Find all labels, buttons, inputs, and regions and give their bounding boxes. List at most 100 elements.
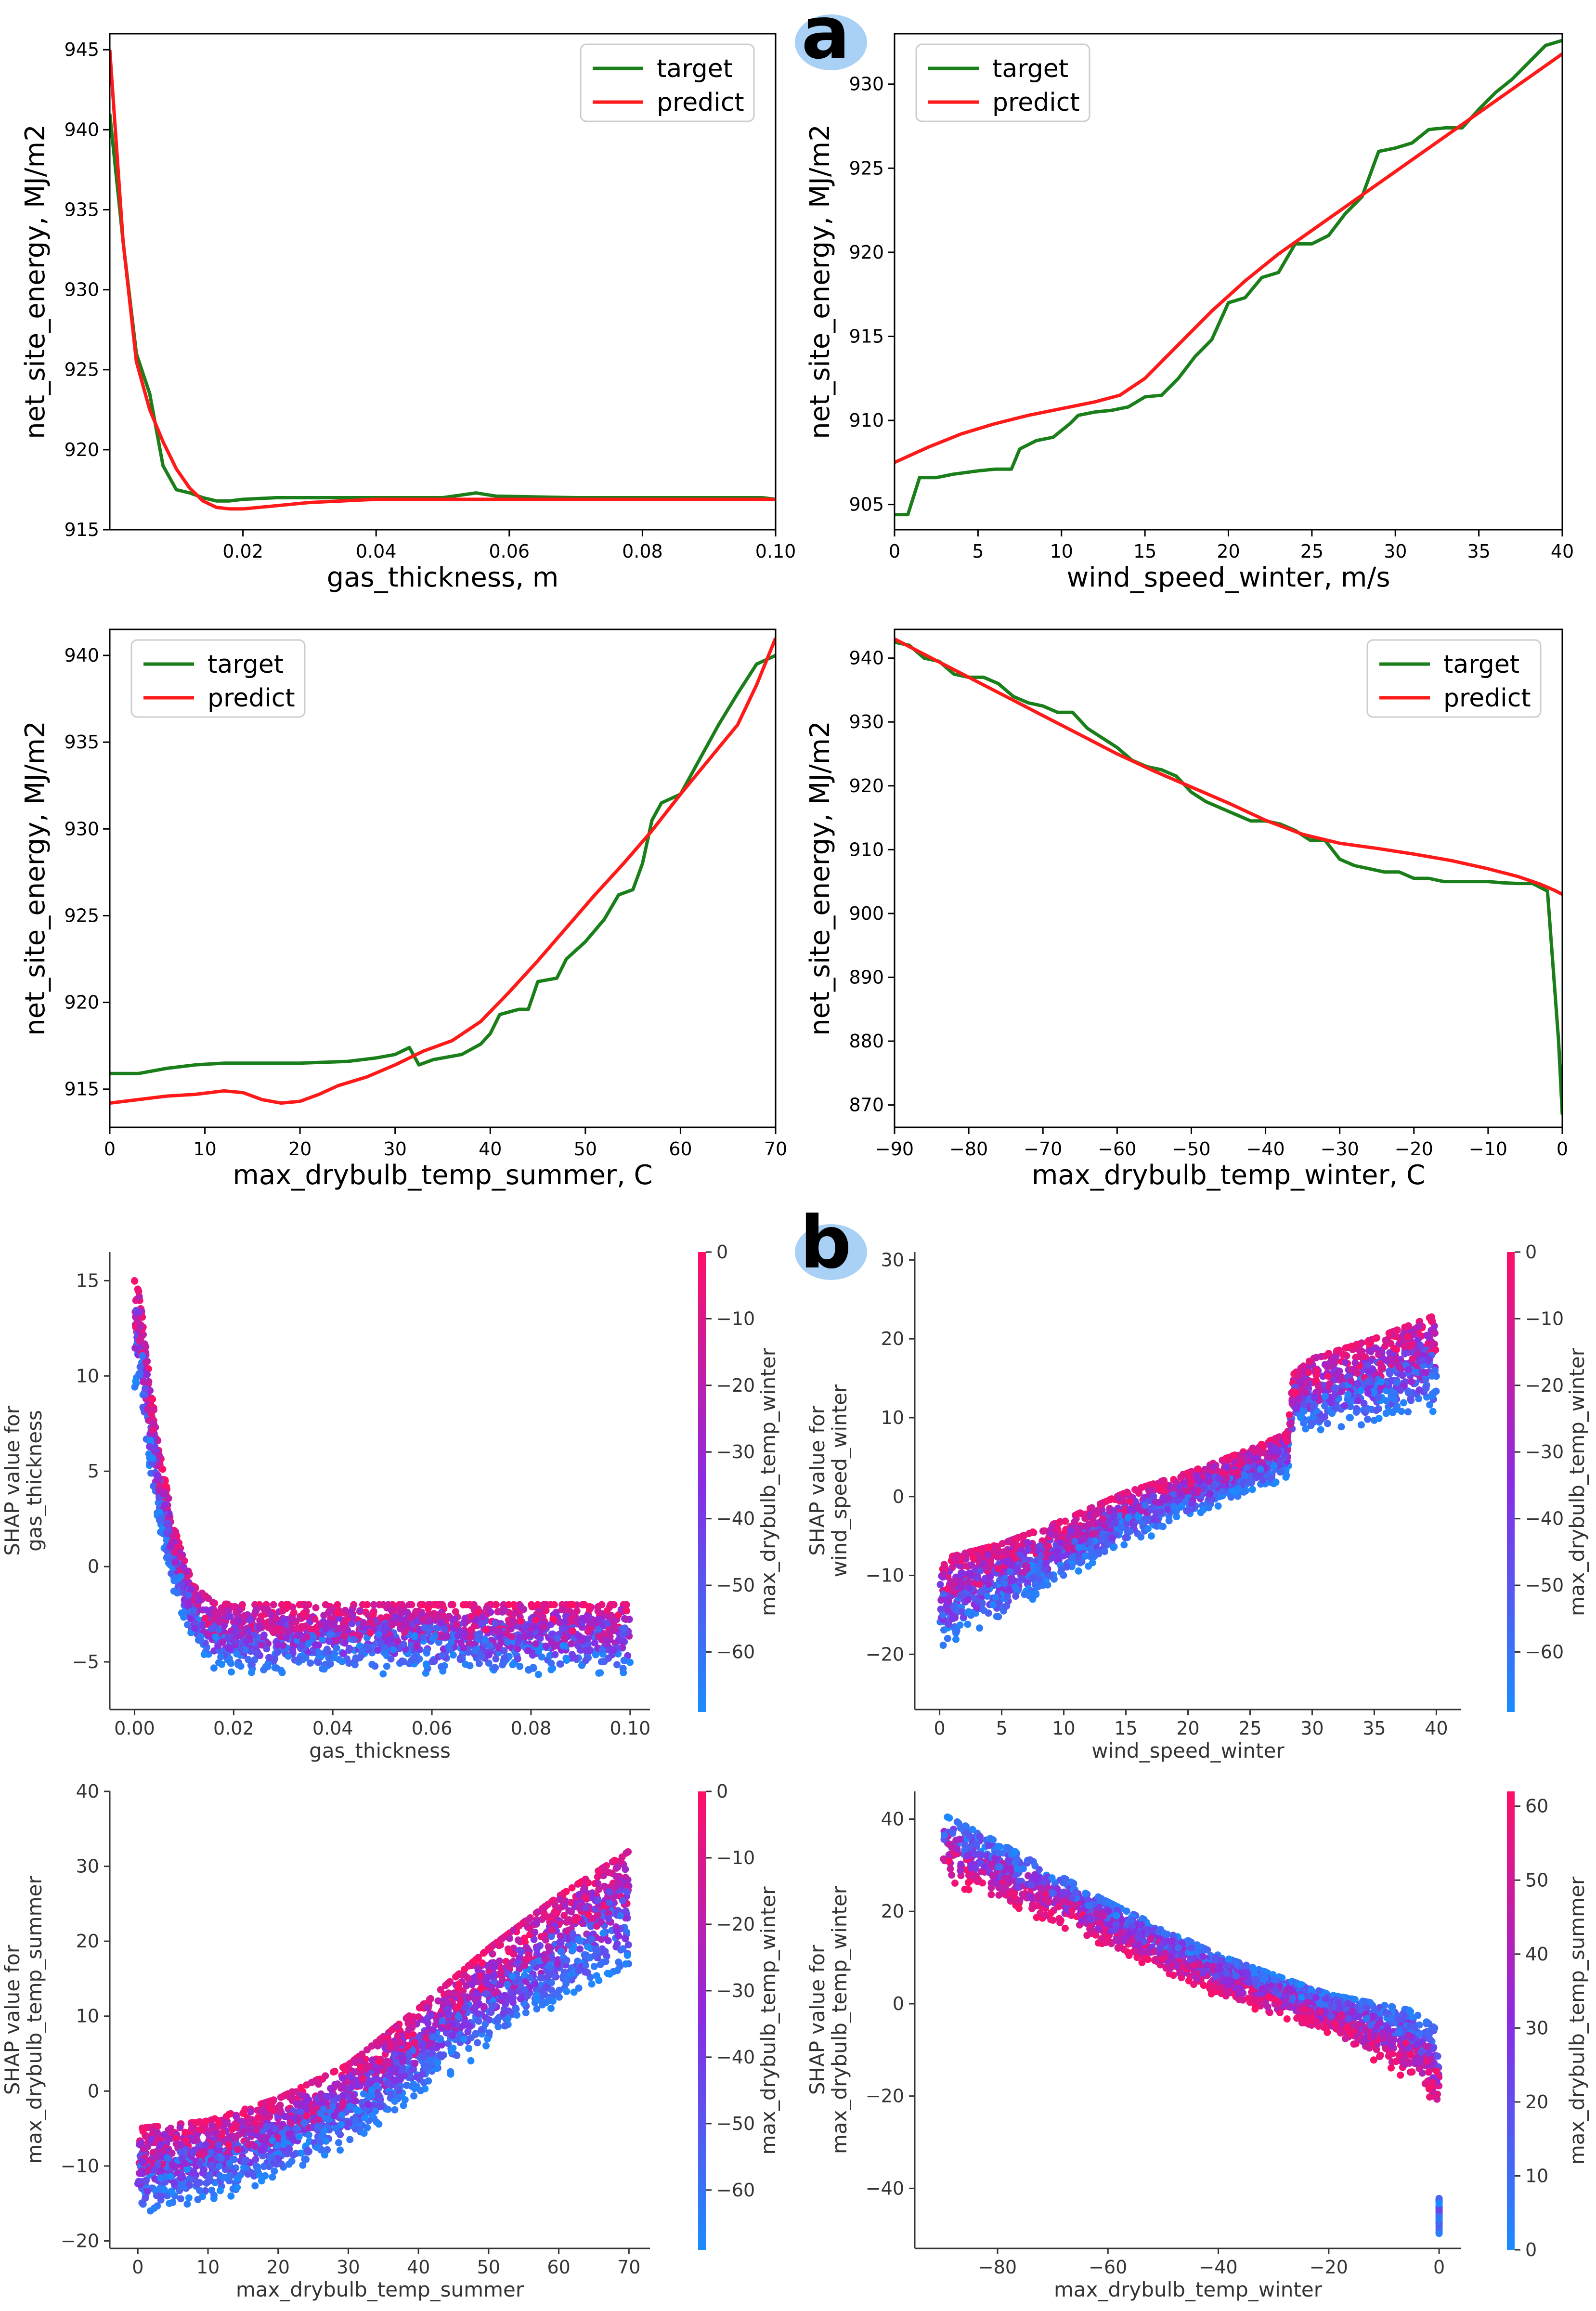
scatter-point — [1176, 1488, 1184, 1496]
scatter-point — [260, 1631, 268, 1639]
y-tick-label: 905 — [849, 494, 884, 515]
colorbar — [1507, 1252, 1515, 1712]
scatter-point — [1378, 1363, 1386, 1371]
scatter-point — [190, 1606, 197, 1614]
scatter-point — [1054, 1525, 1062, 1533]
scatter-point — [142, 1384, 149, 1392]
scatter-point — [568, 1640, 575, 1647]
colorbar-label: max_drybulb_temp_winter — [756, 1347, 780, 1616]
scatter-point — [1218, 1488, 1226, 1496]
y-tick-label: 925 — [849, 157, 884, 179]
scatter-point — [1188, 1500, 1195, 1508]
shap-chart-b3: 0 10 20 30 40 50 60 70−20−10010203040max_drybul… — [0, 1781, 780, 2301]
scatter-point — [419, 1601, 427, 1608]
scatter-point — [1393, 1379, 1401, 1386]
scatter-point — [1089, 1559, 1096, 1567]
scatter-point — [1295, 1395, 1302, 1403]
scatter-point — [1346, 1414, 1353, 1422]
x-tick-label: 0.10 — [755, 541, 796, 562]
y-tick-label: 20 — [881, 1328, 904, 1349]
scatter-point — [951, 1614, 959, 1621]
scatter-point — [141, 1340, 148, 1348]
panel-label-a: a — [801, 0, 850, 75]
scatter-point — [1312, 1376, 1320, 1384]
x-tick-label: 25 — [1238, 1718, 1261, 1739]
scatter-point — [210, 1664, 218, 1672]
scatter-point — [438, 1652, 446, 1659]
scatter-point — [1344, 1391, 1352, 1398]
scatter-point — [514, 1645, 521, 1653]
scatter-point — [623, 1607, 630, 1615]
x-tick-label: 10 — [1052, 1718, 1075, 1739]
colorbar-tick-label: −30 — [1525, 1441, 1564, 1462]
scatter-point — [396, 1615, 404, 1623]
scatter-point — [517, 1617, 524, 1625]
y-axis-label: gas_thickness — [23, 1410, 46, 1552]
scatter-point — [596, 1615, 603, 1623]
y-tick-label: 925 — [64, 359, 99, 380]
scatter-point — [467, 1612, 475, 1620]
scatter-point — [265, 1624, 272, 1632]
scatter-point — [471, 1647, 479, 1655]
scatter-point — [245, 1656, 252, 1663]
scatter-point — [1205, 1473, 1212, 1480]
scatter-point — [228, 1668, 235, 1676]
scatter-point — [1024, 1545, 1032, 1553]
scatter-point — [1339, 1351, 1347, 1358]
scatter-point — [1003, 1593, 1011, 1600]
scatter-point — [1091, 1529, 1099, 1537]
scatter-point — [187, 1585, 195, 1593]
scatter-point — [542, 1606, 550, 1614]
scatter-point — [1364, 1338, 1372, 1346]
scatter-point — [475, 1660, 483, 1667]
x-tick-label: 5 — [972, 541, 984, 562]
scatter-point — [597, 1669, 604, 1677]
scatter-point — [325, 1607, 333, 1615]
scatter-point — [1311, 1394, 1319, 1401]
scatter-point — [1404, 1333, 1412, 1340]
scatter-point — [604, 1637, 611, 1645]
scatter-point — [940, 1570, 947, 1578]
scatter-point — [270, 1601, 277, 1608]
y-tick-label: 870 — [849, 1095, 884, 1116]
scatter-point — [1003, 1602, 1011, 1610]
scatter-point — [584, 1635, 591, 1643]
x-tick-label: 30 — [1384, 541, 1407, 562]
series-line-target — [110, 653, 776, 1075]
scatter-point — [1354, 1397, 1362, 1405]
scatter-point — [1416, 1342, 1424, 1349]
scatter-point — [1355, 1353, 1362, 1360]
scatter-point — [492, 1655, 500, 1663]
scatter-point — [1115, 1494, 1122, 1502]
y-axis-label: net_site_energy, MJ/m2 — [20, 124, 51, 439]
scatter-point — [1422, 1369, 1429, 1376]
scatter-point — [939, 1642, 947, 1649]
x-tick-label: 20 — [288, 1138, 311, 1160]
scatter-point — [1353, 1370, 1361, 1377]
scatter-point — [166, 1543, 174, 1550]
scatter-point — [1351, 1359, 1359, 1367]
scatter-point — [571, 1654, 578, 1661]
scatter-point — [598, 1646, 606, 1654]
scatter-point — [208, 1625, 215, 1632]
scatter-point — [1284, 1437, 1291, 1445]
y-tick-label: −10 — [866, 1565, 904, 1586]
scatter-point — [528, 1603, 536, 1611]
scatter-point — [956, 1621, 964, 1629]
scatter-point — [1375, 1394, 1382, 1401]
scatter-point — [598, 1601, 606, 1608]
scatter-point — [1120, 1541, 1128, 1549]
scatter-point — [156, 1452, 163, 1460]
scatter-point — [1375, 1414, 1383, 1422]
scatter-point — [1012, 1583, 1019, 1591]
scatter-point — [346, 2136, 354, 2143]
scatter-point — [214, 1642, 222, 1650]
x-tick-label: 0.04 — [356, 541, 397, 562]
scatter-point — [369, 1611, 377, 1619]
colorbar-tick-label: −30 — [716, 1441, 755, 1462]
scatter-point — [1297, 1364, 1305, 1372]
scatter-point — [1055, 1519, 1063, 1527]
scatter-point — [367, 1619, 375, 1626]
scatter-point — [195, 1597, 202, 1604]
